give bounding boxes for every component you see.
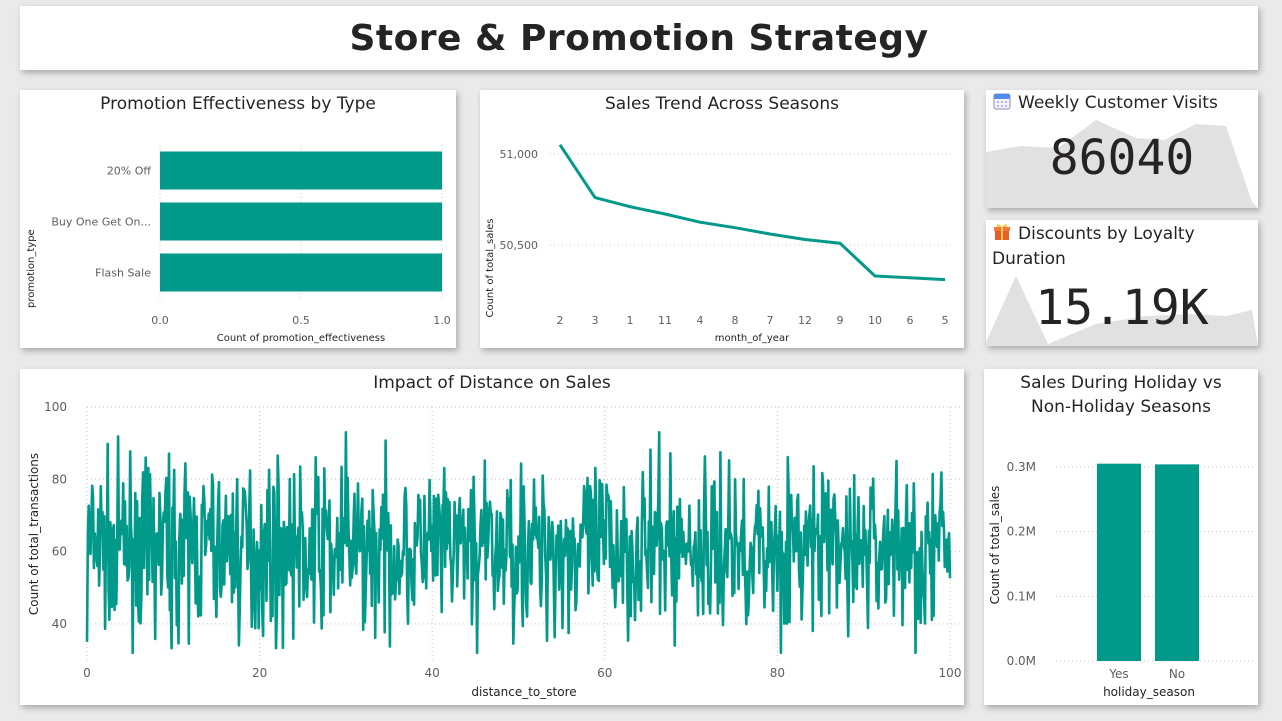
trend-x-tick: 12 [798,314,812,327]
discounts-card[interactable]: Discounts by Loyalty Duration 15.19K [986,220,1258,346]
promotion-category-label: Buy One Get On... [51,216,151,229]
discounts-sparkline-area [986,276,1258,346]
distance-y-tick: 40 [52,617,67,631]
trend-x-tick: 8 [732,314,739,327]
discounts-sparkline [986,276,1258,346]
trend-x-tick: 4 [697,314,704,327]
promotion-effectiveness-card[interactable]: Promotion Effectiveness by Type promotio… [20,90,456,348]
distance-y-tick: 80 [52,472,67,486]
holiday-card[interactable]: Sales During Holiday vs Non-Holiday Seas… [984,369,1258,705]
trend-x-tick: 3 [592,314,599,327]
holiday-x-tick: No [1169,667,1185,681]
sales-trend-title: Sales Trend Across Seasons [605,94,839,114]
trend-x-tick: 1 [627,314,634,327]
distance-y-tick: 60 [52,545,67,559]
discounts-title-text: Discounts by Loyalty Duration [992,224,1195,269]
holiday-y-tick: 0.1M [1007,589,1036,603]
distance-x-axis-label: distance_to_store [471,685,576,699]
distance-y-tick: 100 [44,400,67,414]
calendar-icon [992,91,1012,111]
weekly-visits-sparkline [986,120,1258,208]
promotion-y-axis-label: promotion_type [26,229,37,308]
trend-x-tick: 6 [907,314,914,327]
distance-x-tick: 0 [83,666,91,680]
holiday-bar[interactable] [1155,464,1199,661]
weekly-visits-title-text: Weekly Customer Visits [1018,93,1218,113]
promotion-x-axis-label: Count of promotion_effectiveness [217,333,385,344]
promotion-bar[interactable] [160,151,442,190]
gift-icon [992,222,1012,242]
trend-series-line[interactable] [558,143,946,282]
distance-y-axis-label: Count of total_transactions [27,453,41,615]
promotion-chart-title: Promotion Effectiveness by Type [100,94,376,114]
holiday-bar[interactable] [1097,463,1141,661]
distance-series-line[interactable] [85,431,952,655]
holiday-y-axis-label: Count of total_sales [988,486,1002,605]
promotion-bar[interactable] [160,253,442,292]
holiday-x-axis-label: holiday_season [1103,685,1195,699]
weekly-visits-title: Weekly Customer Visits [992,91,1252,116]
trend-x-axis-label: month_of_year [715,333,790,344]
distance-x-tick: 20 [252,666,267,680]
promotion-bar[interactable] [160,202,442,241]
promotion-bar-chart[interactable]: promotion_type Count of promotion_effect… [20,90,456,348]
promotion-category-label: Flash Sale [95,267,151,280]
trend-x-tick: 7 [767,314,774,327]
distance-card[interactable]: Impact of Distance on Sales Count of tot… [20,369,964,705]
holiday-x-tick: Yes [1108,667,1128,681]
header-card: Store & Promotion Strategy [20,6,1258,70]
promotion-category-label: 20% Off [107,165,152,178]
page-title: Store & Promotion Strategy [349,18,929,59]
trend-x-tick: 5 [942,314,949,327]
trend-x-tick: 11 [658,314,672,327]
trend-x-tick: 9 [837,314,844,327]
distance-chart-title: Impact of Distance on Sales [373,373,611,393]
distance-x-tick: 80 [770,666,785,680]
weekly-visits-sparkline-area [986,120,1258,208]
distance-x-tick: 40 [425,666,440,680]
discounts-value: 15.19K [1035,280,1209,336]
trend-y-tick: 51,000 [500,148,539,161]
discounts-title: Discounts by Loyalty Duration [992,222,1252,272]
weekly-visits-card[interactable]: Weekly Customer Visits 86040 [986,90,1258,208]
distance-x-tick: 60 [597,666,612,680]
sales-trend-card[interactable]: Sales Trend Across Seasons Count of tota… [480,90,964,348]
holiday-bar-chart[interactable]: Count of total_sales holiday_season 0.0M… [984,369,1258,705]
holiday-y-tick: 0.2M [1007,525,1036,539]
distance-line-chart[interactable]: Count of total_transactions distance_to_… [20,369,964,705]
holiday-title-line1: Sales During Holiday vs [1020,373,1222,393]
holiday-chart-title: Sales During Holiday vs Non-Holiday Seas… [984,371,1258,419]
promotion-x-tick: 0.0 [151,314,169,327]
holiday-title-line2: Non-Holiday Seasons [1031,397,1211,417]
sales-trend-line-chart[interactable]: Count of total_sales month_of_year 50,50… [480,90,964,348]
trend-x-tick: 2 [557,314,564,327]
distance-x-tick: 100 [939,666,962,680]
weekly-visits-value: 86040 [1049,130,1195,186]
holiday-y-tick: 0.3M [1007,460,1036,474]
trend-y-tick: 50,500 [500,239,539,252]
trend-y-axis-label: Count of total_sales [485,218,496,317]
trend-x-tick: 10 [868,314,882,327]
promotion-x-tick: 1.0 [433,314,451,327]
promotion-x-tick: 0.5 [292,314,310,327]
holiday-y-tick: 0.0M [1007,654,1036,668]
